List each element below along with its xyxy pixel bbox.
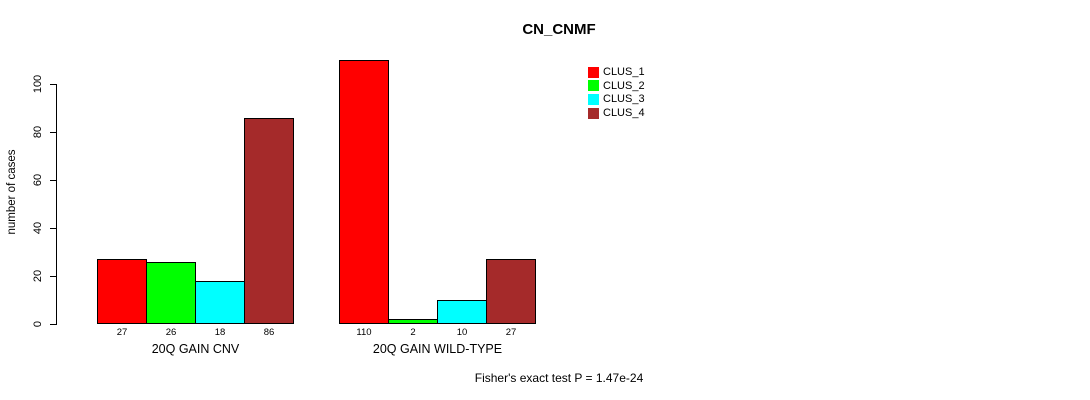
legend-label: CLUS_1 — [603, 66, 645, 78]
bar-clus_2-group2 — [388, 319, 438, 324]
bar-value-label: 26 — [165, 327, 177, 338]
legend-item-clus_2: CLUS_2 — [588, 80, 645, 92]
legend-swatch-clus_3 — [588, 93, 599, 105]
bar-value-label: 110 — [356, 327, 372, 338]
bar-clus_3-group1 — [195, 281, 245, 324]
y-axis-label: number of cases — [6, 149, 18, 235]
bar-value-label: 27 — [116, 327, 128, 338]
y-tick-label: 20 — [32, 269, 44, 283]
y-tick-mark — [50, 275, 57, 277]
legend-item-clus_3: CLUS_3 — [588, 93, 645, 105]
y-tick-label: 80 — [32, 125, 44, 139]
y-tick-mark — [50, 131, 57, 133]
bar-value-label: 86 — [263, 327, 275, 338]
legend-label: CLUS_4 — [603, 107, 645, 120]
legend-item-clus_1: CLUS_1 — [588, 66, 645, 78]
y-tick-label: 40 — [32, 221, 44, 235]
chart-title: CN_CNMF — [522, 21, 596, 38]
bar-value-label: 2 — [410, 327, 416, 338]
bar-clus_3-group2 — [437, 300, 487, 324]
y-tick-label: 100 — [32, 74, 44, 94]
y-axis-line — [56, 84, 57, 325]
y-tick-mark — [50, 179, 57, 181]
group-label-1: 20Q GAIN CNV — [151, 342, 240, 356]
y-tick-label: 60 — [32, 173, 44, 187]
legend-label: CLUS_3 — [603, 93, 645, 106]
group-label-2: 20Q GAIN WILD-TYPE — [372, 342, 503, 356]
bar-clus_2-group1 — [146, 262, 196, 324]
bar-clus_4-group2 — [486, 259, 536, 324]
y-tick-label: 0 — [32, 320, 44, 328]
y-tick-mark — [50, 323, 57, 325]
y-tick-mark — [50, 227, 57, 229]
annotation-fisher-test: Fisher's exact test P = 1.47e-24 — [474, 371, 644, 385]
bar-value-label: 27 — [505, 327, 517, 338]
y-tick-mark — [50, 83, 57, 85]
bar-clus_1-group2 — [339, 60, 389, 324]
legend-swatch-clus_4 — [588, 107, 599, 119]
bar-value-label: 10 — [456, 327, 468, 338]
legend-swatch-clus_1 — [588, 66, 599, 78]
bar-clus_4-group1 — [244, 118, 294, 324]
bar-clus_1-group1 — [97, 259, 147, 324]
legend-item-clus_4: CLUS_4 — [588, 107, 645, 119]
bar-value-label: 18 — [214, 327, 226, 338]
legend-label: CLUS_2 — [603, 79, 645, 92]
legend-swatch-clus_2 — [588, 80, 599, 92]
